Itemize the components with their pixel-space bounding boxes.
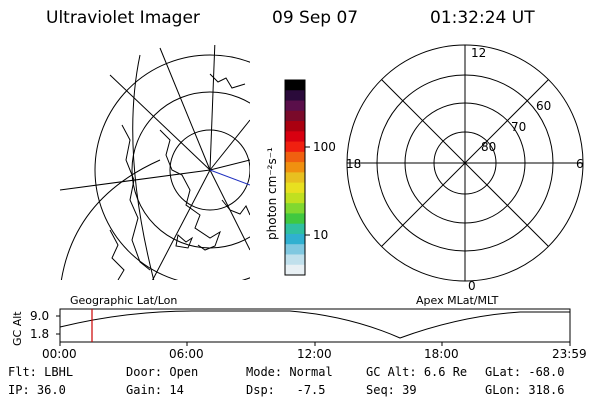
info-gain: Gain: 14 [126, 383, 184, 397]
colorbar-segment [285, 151, 305, 163]
colorbar [285, 80, 305, 276]
time-tick-1800: 18:00 [424, 347, 459, 361]
colorbar-segment [285, 141, 305, 153]
geographic-label: Geographic Lat/Lon [70, 294, 177, 307]
colorbar-segment [285, 131, 305, 143]
coastline [121, 124, 151, 271]
polar-dial [346, 44, 584, 282]
colorbar-segment [285, 182, 305, 194]
coastline [159, 129, 221, 251]
colorbar-segment [285, 192, 305, 204]
info-ip: IP: 36.0 [8, 383, 66, 397]
colorbar-segment [285, 244, 305, 255]
time-tick-2359: 23:59 [552, 347, 587, 361]
colorbar-segment [285, 203, 305, 214]
altitude-ylabel: GC Alt [11, 311, 24, 346]
observation-time: 01:32:24 UT [430, 8, 535, 28]
info-gc-alt: GC Alt: 6.6 Re [366, 365, 468, 379]
colorbar-frame [284, 79, 306, 276]
info-seq: Seq: 39 [366, 383, 417, 397]
colorbar-segment [285, 90, 305, 102]
altitude-ytick-low: 1.8 [30, 327, 49, 341]
time-tick-1200: 12:00 [297, 347, 332, 361]
mlt-label-12: 12 [471, 46, 486, 60]
lat-label-60: 60 [536, 99, 551, 113]
colorbar-segment [285, 100, 305, 112]
colorbar-segment [285, 172, 305, 184]
colorbar-segment [285, 223, 305, 235]
observation-date: 09 Sep 07 [272, 8, 359, 28]
mlt-label-0: 0 [468, 279, 476, 293]
coastline [109, 229, 125, 280]
lat-label-70: 70 [511, 120, 526, 134]
info-mode: Mode: Normal [246, 365, 333, 379]
info-dsp: Dsp: -7.5 [246, 383, 326, 397]
colorbar-segment [285, 162, 305, 173]
geographic-map [59, 45, 250, 280]
coastline [221, 199, 250, 216]
mlt-label-6: 6 [576, 157, 584, 171]
altitude-panel [56, 308, 571, 346]
colorbar-segment [285, 264, 305, 276]
coastline [175, 234, 194, 249]
mlt-label-18: 18 [346, 157, 361, 171]
colorbar-unit-label: photon cm⁻²s⁻¹ [265, 147, 279, 240]
info-filter: Flt: LBHL [8, 365, 74, 379]
colorbar-segment [285, 110, 305, 122]
instrument-title: Ultraviolet Imager [46, 8, 200, 28]
coastline [209, 73, 246, 89]
colorbar-segment [285, 213, 305, 225]
altitude-curve [59, 310, 570, 339]
time-tick-0600: 06:00 [169, 347, 204, 361]
colorbar-tick-100: 100 [313, 140, 336, 154]
time-tick-0000: 00:00 [42, 347, 77, 361]
colorbar-segment [285, 233, 305, 245]
lat-label-80: 80 [481, 140, 496, 154]
info-door: Door: Open [126, 365, 199, 379]
altitude-ytick-high: 9.0 [30, 309, 49, 323]
colorbar-segment [285, 121, 305, 132]
colorbar-tick-10: 10 [313, 228, 328, 242]
colorbar-segment [285, 80, 305, 91]
colorbar-segment [285, 254, 305, 266]
info-glat: GLat: -68.0 [485, 365, 565, 379]
apex-label: Apex MLat/MLT [416, 294, 499, 307]
info-glon: GLon: 318.6 [485, 383, 565, 397]
